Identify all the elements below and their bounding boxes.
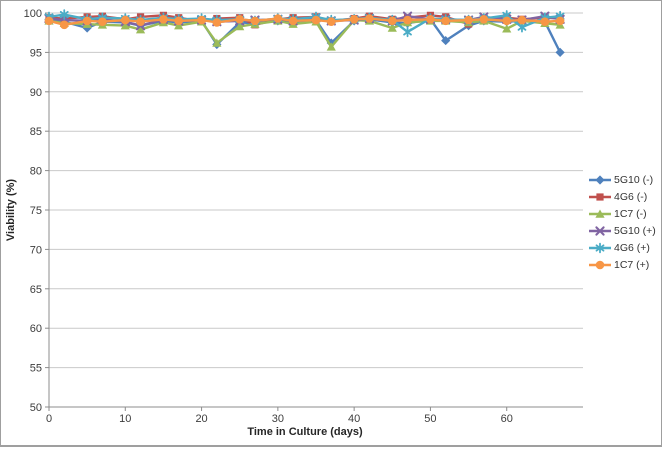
legend-label: 1C7 (-) bbox=[614, 208, 647, 220]
y-axis-title: Viability (%) bbox=[5, 178, 17, 242]
y-tick-label: 55 bbox=[30, 363, 42, 375]
legend-item-1c7-minus: 1C7 (-) bbox=[588, 208, 656, 220]
square-marker-icon bbox=[589, 193, 611, 201]
x-tick-label: 0 bbox=[46, 413, 52, 425]
y-tick-label: 75 bbox=[30, 205, 42, 217]
series-1c7-plus bbox=[44, 14, 565, 30]
x-tick-label: 60 bbox=[501, 413, 513, 425]
legend-label: 5G10 (-) bbox=[614, 174, 654, 186]
y-tick-label: 95 bbox=[30, 47, 42, 59]
triangle-marker-icon bbox=[589, 209, 611, 218]
x-tick-label: 50 bbox=[424, 413, 436, 425]
y-tick-label: 80 bbox=[30, 166, 42, 178]
diamond-marker-icon bbox=[589, 175, 611, 185]
x-marker-icon bbox=[589, 226, 611, 236]
legend-label: 1C7 (+) bbox=[614, 259, 650, 271]
legend-label: 4G6 (+) bbox=[614, 242, 650, 254]
legend-item-1c7-plus: 1C7 (+) bbox=[588, 259, 656, 271]
x-axis-ticks: 0 10 20 30 40 50 60 bbox=[46, 407, 513, 425]
x-tick-label: 10 bbox=[119, 413, 131, 425]
x-tick-label: 30 bbox=[272, 413, 284, 425]
y-tick-label: 50 bbox=[30, 402, 42, 414]
legend: 5G10 (-) 4G6 (-) 1C7 (-) 5G10 (+) 4G6 (+) 1C7… bbox=[588, 174, 656, 271]
y-tick-label: 65 bbox=[30, 284, 42, 296]
x-axis-title: Time in Culture (days) bbox=[247, 426, 363, 438]
circle-marker-icon bbox=[589, 260, 611, 270]
y-tick-label: 90 bbox=[30, 87, 42, 99]
y-axis-ticks: 50 55 60 65 70 75 80 85 90 95 100 bbox=[24, 8, 49, 414]
y-tick-label: 70 bbox=[30, 244, 42, 256]
legend-label: 5G10 (+) bbox=[614, 225, 656, 237]
legend-item-5g10-plus: 5G10 (+) bbox=[588, 225, 656, 237]
legend-item-4g6-plus: 4G6 (+) bbox=[588, 242, 656, 254]
gridlines bbox=[49, 12, 583, 369]
x-tick-label: 40 bbox=[348, 413, 360, 425]
y-tick-label: 100 bbox=[24, 8, 42, 20]
y-tick-label: 60 bbox=[30, 323, 42, 335]
asterisk-marker-icon bbox=[589, 242, 611, 254]
x-tick-label: 20 bbox=[195, 413, 207, 425]
y-tick-label: 85 bbox=[30, 126, 42, 138]
legend-item-4g6-minus: 4G6 (-) bbox=[588, 191, 656, 203]
legend-item-5g10-minus: 5G10 (-) bbox=[588, 174, 656, 186]
legend-label: 4G6 (-) bbox=[614, 191, 648, 203]
